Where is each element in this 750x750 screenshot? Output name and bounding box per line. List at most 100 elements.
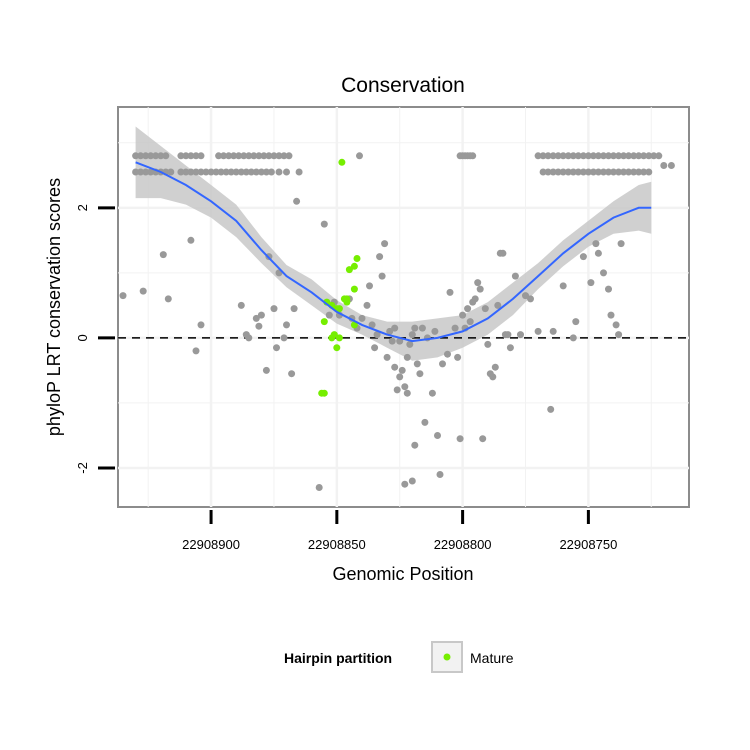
point-mature [350,262,358,270]
point-other [569,334,577,342]
point-other [187,236,195,244]
point-other [418,324,426,332]
point-other [484,340,492,348]
point-other [416,370,424,378]
point-other [230,152,238,160]
point-other [625,168,633,176]
point-other [469,152,477,160]
point-other [137,168,145,176]
point-other [177,152,185,160]
point-other [381,240,389,248]
point-other [368,321,376,329]
x-tick-label: 22908900 [182,537,240,552]
axes: 22908900 22908850 22908800 22908750 -2 0 2 [75,204,617,552]
point-other [373,331,381,339]
point-other [454,353,462,361]
point-other [413,360,421,368]
y-tick-label: 2 [75,204,90,211]
point-other [237,301,245,309]
point-other [386,327,394,335]
point-other [544,168,552,176]
point-other [511,272,519,280]
point-mature [320,389,328,397]
point-other [645,152,653,160]
point-mature [345,266,353,274]
point-other [615,152,623,160]
point-other [527,295,534,303]
point-other [594,168,602,176]
point-other [494,301,502,309]
point-mature [335,305,343,313]
point-other [625,152,633,160]
point-other [325,311,333,319]
point-other [147,168,155,176]
point-other [215,152,223,160]
point-other [471,295,479,303]
point-other [579,168,587,176]
point-other [605,168,612,176]
point-other [640,168,648,176]
point-other [479,435,487,443]
point-mature [350,321,358,329]
point-other [403,353,411,361]
point-other [262,168,270,176]
point-other [610,152,617,160]
point-other [491,363,499,371]
point-other [600,168,607,176]
point-other [635,168,643,176]
point-mature [338,158,346,166]
point-other [574,152,582,160]
legend: Hairpin partition Mature [284,641,514,673]
point-other [464,305,472,313]
point-other [549,327,557,335]
point-other [142,168,150,176]
point-other [197,321,205,329]
confidence-ribbon [135,126,652,361]
point-other [617,240,625,248]
legend-label-mature: Mature [470,650,514,666]
point-other [242,168,250,176]
point-other [242,331,250,339]
point-other [393,386,401,394]
point-other [378,272,386,280]
point-other [579,152,587,160]
point-other [275,168,283,176]
point-other [250,152,258,160]
point-other [240,152,248,160]
plot-panel [117,106,690,508]
point-other [182,152,190,160]
point-other [159,251,167,259]
point-other [506,344,514,352]
point-other [388,337,396,345]
point-other [605,285,612,293]
point-other [489,373,497,381]
smooth-line [135,161,652,343]
point-other [212,168,220,176]
point-other [559,168,567,176]
point-other [667,162,675,169]
point-other [202,168,210,176]
point-other [366,282,373,290]
point-other [534,327,542,335]
smooth-curve [135,161,652,343]
point-other [650,152,658,160]
point-other [167,168,175,176]
point-other [401,480,409,488]
point-other [207,168,215,176]
point-other [584,152,592,160]
point-mature [343,295,351,303]
point-other [574,168,582,176]
point-other [267,168,275,176]
point-other [177,168,185,176]
legend-title: Hairpin partition [284,650,392,666]
point-other [262,366,270,374]
point-other [358,314,366,322]
point-other [157,152,165,160]
point-other [315,484,323,491]
point-other [187,168,195,176]
point-other [376,253,384,261]
point-other [247,168,255,176]
point-other [564,168,572,176]
point-other [139,287,147,295]
